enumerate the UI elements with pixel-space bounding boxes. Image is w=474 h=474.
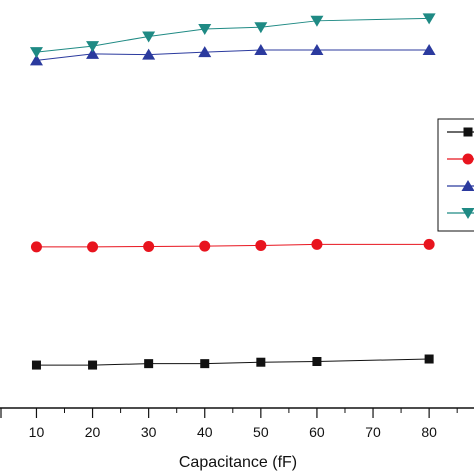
series-4-point <box>198 24 212 35</box>
series-1-point <box>312 357 322 367</box>
legend-marker-4 <box>461 208 474 219</box>
x-axis: 10 20 30 40 50 60 70 80 <box>0 407 474 440</box>
series-3-point <box>198 46 212 58</box>
series-3-point <box>142 48 156 60</box>
x-tick-label: 30 <box>141 424 157 440</box>
x-tick-label: 70 <box>365 424 381 440</box>
series-2-point <box>255 239 267 251</box>
series-4-point <box>29 47 43 59</box>
series-1-point <box>256 357 266 367</box>
x-tick-label: 80 <box>421 424 437 440</box>
x-tick-label: 50 <box>253 424 269 440</box>
series-1-point <box>31 360 41 370</box>
series-3-point <box>86 47 100 59</box>
series-2-point <box>311 238 323 250</box>
series-4-point <box>422 13 436 25</box>
x-tick-label: 10 <box>29 424 45 440</box>
series-2-point <box>199 240 211 252</box>
series-2-point <box>143 241 155 253</box>
series-2-point <box>87 241 99 253</box>
series-1-point <box>424 354 434 364</box>
legend-marker-3 <box>461 180 474 191</box>
x-tick-label: 20 <box>85 424 101 440</box>
series-4-point <box>142 31 156 43</box>
series-3-point <box>310 44 324 56</box>
series-1-point <box>144 359 154 369</box>
series-4-point <box>310 15 324 27</box>
series-4-point <box>254 22 268 34</box>
series-markers <box>29 13 436 370</box>
series-3-point <box>422 44 436 56</box>
x-tick-label: 60 <box>309 424 325 440</box>
series-3-point <box>29 54 43 66</box>
series-2-point <box>423 238 435 250</box>
legend-marker-1 <box>463 127 473 137</box>
series-3-point <box>254 44 268 56</box>
series-1-point <box>200 359 210 369</box>
series-1-point <box>88 360 98 370</box>
x-tick-label: 40 <box>197 424 213 440</box>
x-axis-title: Capacitance (fF) <box>179 454 297 471</box>
series-4-point <box>86 41 100 53</box>
series-2-point <box>30 241 42 253</box>
series-lines <box>36 17 430 366</box>
legend <box>437 118 474 232</box>
legend-marker-2 <box>462 153 474 165</box>
